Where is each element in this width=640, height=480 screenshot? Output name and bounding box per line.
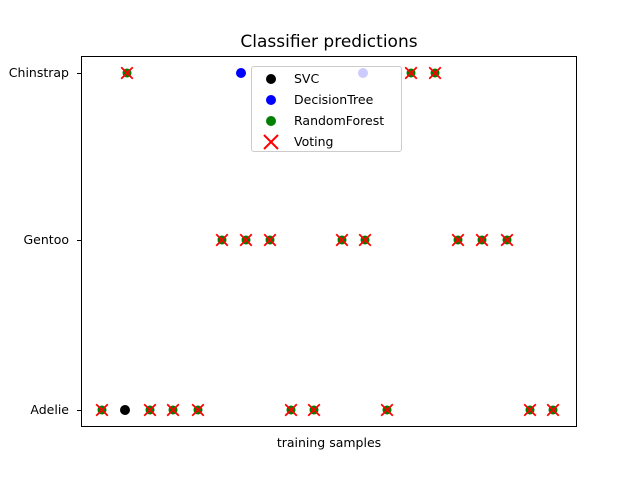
random-forest-voting-prediction-marker <box>335 233 349 247</box>
random-forest-voting-prediction-marker <box>475 233 489 247</box>
random-forest-voting-prediction-marker <box>523 403 537 417</box>
legend-entry-svc: SVC <box>259 68 401 89</box>
random-forest-voting-prediction-marker <box>143 403 157 417</box>
random-forest-voting-prediction-marker <box>215 233 229 247</box>
chart-title: Classifier predictions <box>240 32 418 52</box>
legend-entry-randomforest: RandomForest <box>259 110 401 131</box>
random-forest-voting-prediction-marker <box>284 403 298 417</box>
ytick-label-gentoo: Gentoo <box>23 232 70 247</box>
voting-x-icon <box>263 133 279 150</box>
legend-label-svc: SVC <box>294 71 320 86</box>
random-forest-voting-prediction-marker <box>166 403 180 417</box>
ytick-mark-gentoo <box>77 239 81 241</box>
svc-circle-icon <box>266 73 276 84</box>
svc-prediction-marker <box>120 405 130 415</box>
ytick-mark-adelie <box>77 409 81 411</box>
random-forest-voting-prediction-marker <box>358 233 372 247</box>
legend: SVC DecisionTree RandomForest Voting <box>251 66 402 152</box>
legend-label-decisiontree: DecisionTree <box>294 92 374 107</box>
decision-tree-prediction-marker <box>236 68 246 78</box>
decision-tree-circle-icon <box>266 94 276 105</box>
ytick-label-chinstrap: Chinstrap <box>8 65 69 80</box>
legend-entry-decisiontree: DecisionTree <box>259 89 401 110</box>
random-forest-circle-icon <box>266 115 276 126</box>
ytick-label-adelie: Adelie <box>30 402 69 417</box>
legend-label-voting: Voting <box>294 134 334 149</box>
random-forest-voting-prediction-marker <box>451 233 465 247</box>
random-forest-voting-prediction-marker <box>380 403 394 417</box>
random-forest-voting-prediction-marker <box>191 403 205 417</box>
random-forest-voting-prediction-marker <box>307 403 321 417</box>
random-forest-voting-prediction-marker <box>239 233 253 247</box>
legend-entry-voting: Voting <box>259 131 401 152</box>
legend-label-randomforest: RandomForest <box>294 113 385 128</box>
random-forest-voting-prediction-marker <box>120 66 134 80</box>
ytick-mark-chinstrap <box>77 72 81 74</box>
scatter-points-layer <box>95 66 560 417</box>
random-forest-voting-prediction-marker <box>546 403 560 417</box>
random-forest-voting-prediction-marker <box>500 233 514 247</box>
random-forest-voting-prediction-marker <box>95 403 109 417</box>
random-forest-voting-prediction-marker <box>404 66 418 80</box>
xaxis-label: training samples <box>276 435 382 450</box>
random-forest-voting-prediction-marker <box>263 233 277 247</box>
random-forest-voting-prediction-marker <box>428 66 442 80</box>
